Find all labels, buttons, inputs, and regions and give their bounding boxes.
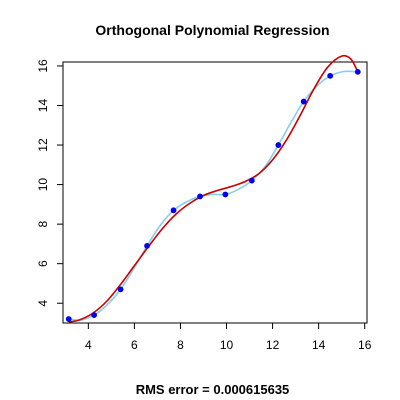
x-tick-label: 16: [358, 338, 372, 352]
x-tick-label: 4: [85, 338, 92, 352]
data-point: [197, 193, 203, 200]
interpolant-line: [68, 70, 358, 321]
data-point: [170, 207, 177, 214]
data-points: [65, 68, 361, 322]
plot-frame: [62, 61, 368, 324]
y-tick-label: 8: [36, 220, 50, 227]
y-tick-label: 16: [36, 59, 50, 73]
polynomial-fit-line: [68, 54, 359, 323]
data-point: [91, 312, 97, 318]
rms-error-label: RMS error = 0.000615635: [135, 382, 290, 397]
y-tick-label: 4: [36, 300, 50, 307]
data-point: [327, 72, 334, 79]
x-tick-label: 8: [177, 338, 184, 352]
data-point: [65, 316, 72, 322]
data-point: [300, 98, 307, 105]
plot-box: [62, 61, 368, 324]
y-tick-label: 14: [36, 99, 50, 113]
y-tick-label: 6: [36, 260, 50, 267]
series-lines: [68, 54, 359, 323]
x-tick-label: 14: [312, 338, 326, 352]
x-tick-label: 6: [131, 338, 138, 352]
data-point: [117, 286, 124, 293]
x-tick-label: 10: [220, 338, 234, 352]
data-point: [275, 142, 282, 148]
y-tick-label: 10: [36, 178, 50, 192]
y-tick-label: 12: [36, 138, 50, 152]
data-point: [144, 242, 150, 249]
y-axis: 4 6 8 10 12 14 16: [36, 59, 63, 307]
data-point: [354, 68, 361, 75]
chart-title: Orthogonal Polynomial Regression: [95, 22, 330, 38]
x-tick-label: 12: [266, 338, 280, 352]
data-point: [248, 177, 255, 184]
data-point: [222, 191, 229, 198]
x-axis: 4 6 8 10 12 14 16: [85, 323, 372, 352]
